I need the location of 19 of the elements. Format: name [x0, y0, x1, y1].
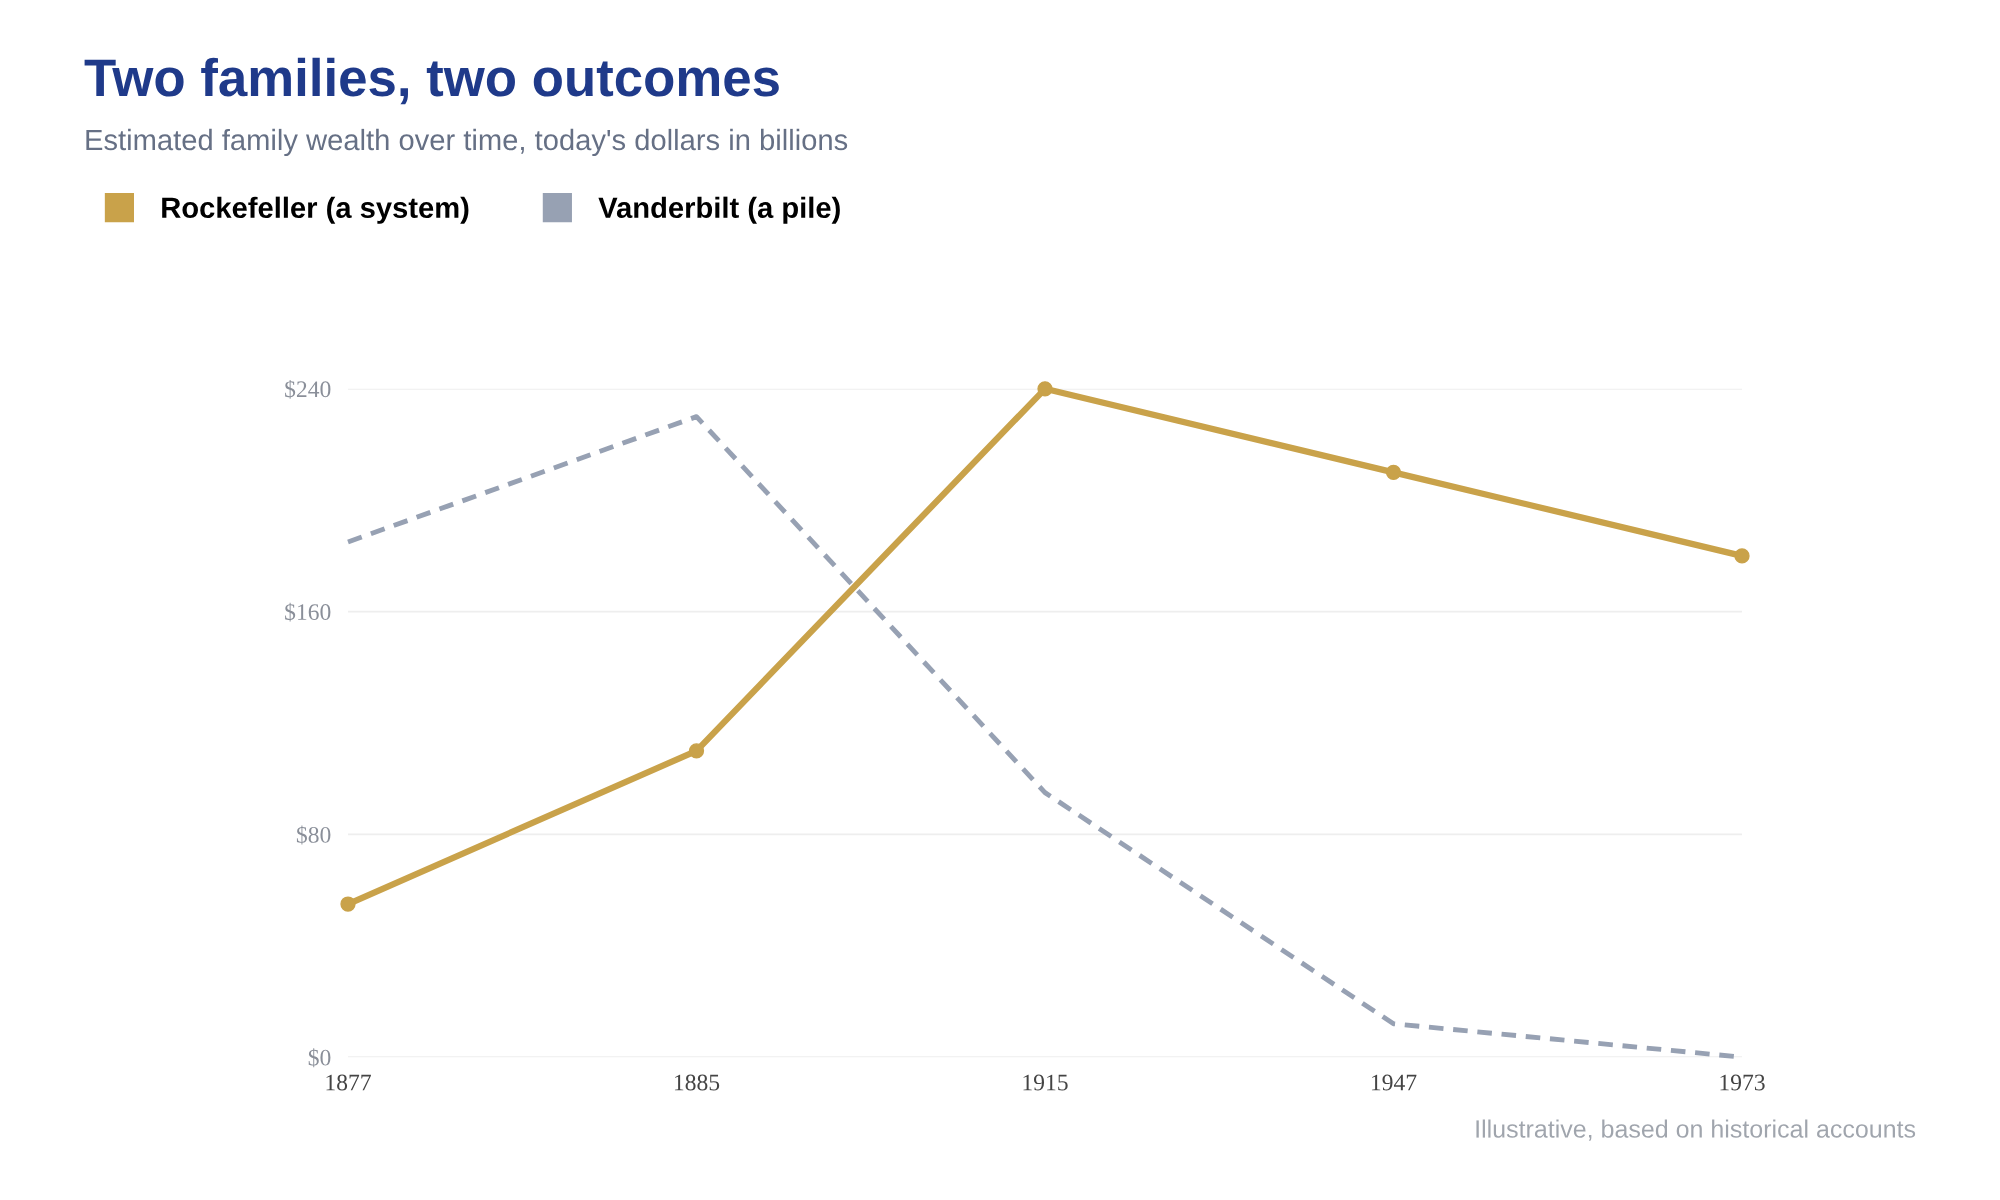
x-tick-label: 1915	[1023, 1074, 1068, 1091]
point	[340, 896, 356, 912]
legend-label: Rockefeller (a system)	[162, 196, 469, 224]
x-tick-label: 1885	[674, 1074, 720, 1091]
point	[1385, 464, 1402, 480]
point	[1734, 548, 1750, 564]
y-tick-label: $160	[285, 602, 331, 622]
point	[688, 743, 705, 759]
chart-subtitle: Estimated family wealth over time, today's dollars in billions	[86, 128, 848, 157]
text: Illustrative, based on historical accounts	[1476, 1119, 1916, 1141]
legend-label: Vanderbilt (a pile)	[598, 196, 840, 224]
y-tick-label: $80	[296, 825, 331, 845]
x-tick-label: 1973	[1720, 1074, 1765, 1091]
point	[1037, 381, 1053, 397]
y-tick-label: $240	[285, 379, 331, 399]
y-tick-label: $0	[308, 1048, 331, 1068]
x-tick-label: 1877	[326, 1074, 371, 1091]
chart-title: Two families, two outcomes	[84, 57, 779, 105]
x-tick-label: 1947	[1371, 1074, 1417, 1091]
